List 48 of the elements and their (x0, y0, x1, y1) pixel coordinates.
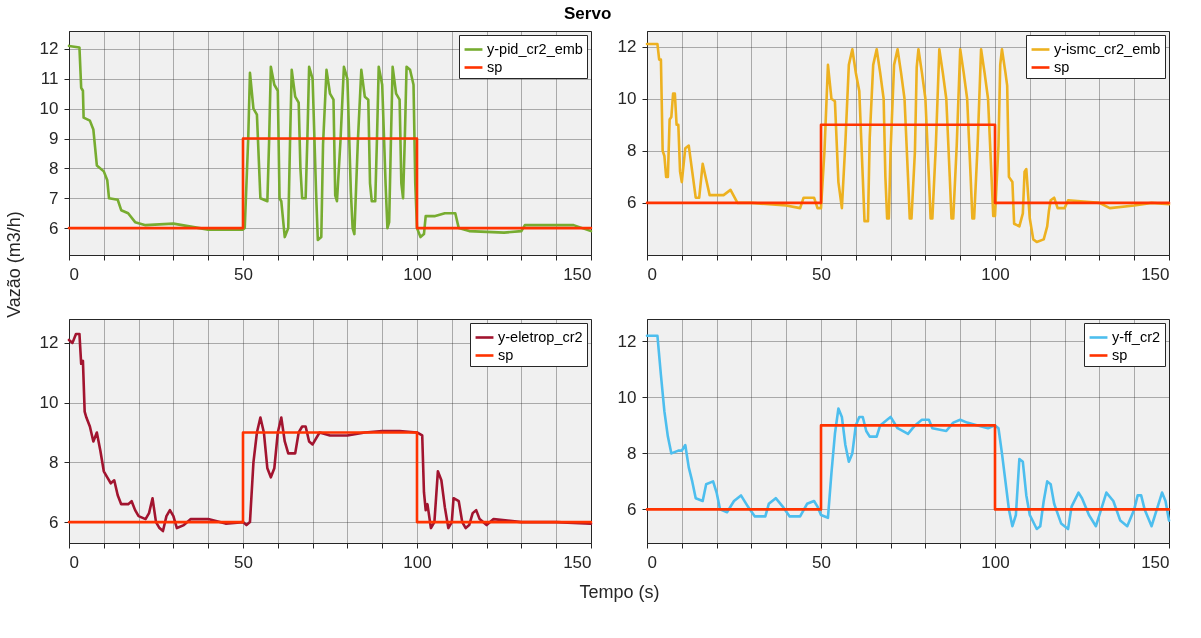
y-tick-label: 8 (49, 158, 59, 178)
x-tick-label: 50 (812, 552, 831, 572)
x-tick-label: 0 (647, 552, 657, 572)
legend-label: sp (1054, 58, 1070, 75)
y-tick-label: 7 (49, 188, 59, 208)
y-tick-label: 6 (627, 193, 637, 213)
y-tick-label: 12 (617, 331, 637, 351)
y-tick-label: 10 (617, 89, 637, 109)
x-tick-label: 100 (981, 552, 1010, 572)
chart-title: Servo (564, 3, 612, 23)
x-tick-label: 100 (981, 264, 1010, 284)
legend-label: sp (487, 58, 503, 75)
x-tick-label: 50 (234, 264, 253, 284)
y-tick-label: 10 (39, 99, 59, 119)
y-tick-label: 6 (49, 512, 59, 532)
y-tick-label: 6 (627, 499, 637, 519)
x-tick-label: 0 (69, 552, 79, 572)
y-axis-title: Vazão (m3/h) (3, 211, 24, 318)
legend-label: y-ff_cr2 (1112, 328, 1161, 345)
y-tick-label: 8 (627, 141, 637, 161)
line-series (645, 42, 1171, 244)
x-tick-label: 50 (234, 552, 253, 572)
x-tick-label: 150 (563, 552, 592, 572)
legend-label: sp (1112, 346, 1128, 363)
x-tick-label: 0 (647, 264, 657, 284)
x-tick-label: 150 (1141, 552, 1170, 572)
y-tick-label: 8 (627, 443, 637, 463)
legend-label: sp (498, 346, 514, 363)
x-tick-label: 0 (69, 264, 79, 284)
y-tick-label: 9 (49, 129, 59, 149)
x-tick-label: 150 (563, 264, 592, 284)
y-tick-label: 11 (40, 69, 59, 89)
x-tick-label: 50 (812, 264, 831, 284)
y-tick-label: 6 (49, 218, 59, 238)
y-tick-label: 10 (39, 393, 59, 413)
legend-label: y-ismc_cr2_emb (1054, 40, 1161, 57)
y-tick-label: 12 (39, 39, 59, 59)
x-tick-label: 150 (1141, 264, 1170, 284)
x-axis-title: Tempo (s) (579, 581, 660, 602)
legend-label: y-pid_cr2_emb (487, 40, 583, 57)
legend-label: y-eletrop_cr2 (498, 328, 583, 345)
y-tick-label: 10 (617, 387, 637, 407)
x-tick-label: 100 (403, 264, 432, 284)
x-tick-label: 100 (403, 552, 432, 572)
y-tick-label: 12 (39, 333, 59, 353)
y-tick-label: 8 (49, 452, 59, 472)
y-tick-label: 12 (617, 37, 637, 57)
line-series (67, 44, 593, 242)
